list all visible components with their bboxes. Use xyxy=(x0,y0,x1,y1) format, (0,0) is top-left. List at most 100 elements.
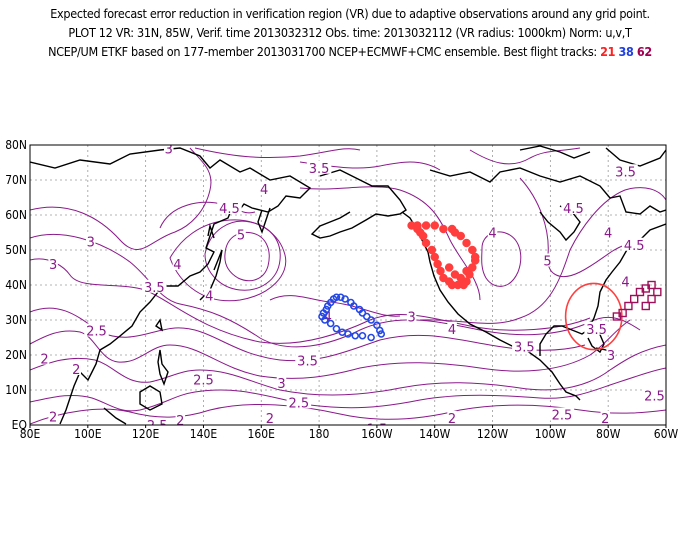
contour-label: 4.5 xyxy=(563,202,584,217)
lat-tick-label: 60N xyxy=(5,208,27,222)
contour-label-bg xyxy=(175,412,186,425)
contour-label-bg xyxy=(172,257,183,270)
contour-line xyxy=(30,307,586,362)
contour-label-bg xyxy=(295,353,320,367)
contour-label-bg xyxy=(621,237,647,251)
contour-line xyxy=(194,147,361,159)
lat-tick-label: 30N xyxy=(5,313,27,327)
contour-label-bg xyxy=(447,321,457,335)
contour-label-bg xyxy=(542,253,553,267)
contour-line xyxy=(30,367,666,412)
contour-label-bg xyxy=(236,227,246,241)
blue-track-point xyxy=(358,331,367,340)
lon-tick-label: 100E xyxy=(74,427,102,441)
map-frame xyxy=(29,144,667,426)
contour-label: 4 xyxy=(173,258,181,273)
arctic-islands-coast xyxy=(519,145,591,159)
lon-tick-label: 140W xyxy=(419,427,451,441)
red-track-point xyxy=(468,245,477,255)
sakhalin-coast xyxy=(207,223,215,239)
blue-track-point xyxy=(367,333,375,342)
red-track-point xyxy=(447,224,457,234)
header-line-1: Expected forecast error reduction in ver… xyxy=(50,6,650,21)
graticule xyxy=(30,145,666,425)
contour-line xyxy=(204,220,281,291)
contour-label: 3 xyxy=(277,377,285,392)
contour-line xyxy=(30,404,666,425)
plot-header: Expected forecast error reduction in ver… xyxy=(0,4,700,61)
borneo-coast xyxy=(139,385,163,411)
contour-label-bg xyxy=(164,145,174,155)
blue-track-point xyxy=(332,324,341,333)
red-track-point xyxy=(462,266,471,276)
contour-label: 5 xyxy=(543,255,551,270)
contour-label-bg xyxy=(142,279,167,293)
contour-label: 4 xyxy=(604,227,612,242)
contour-label: 3 xyxy=(87,235,95,250)
contour-label: 2.5 xyxy=(193,374,214,389)
contour-label: 4.5 xyxy=(219,202,240,217)
contour-label-bg xyxy=(265,411,275,424)
contour-label: 3 xyxy=(165,143,173,158)
contour-lines xyxy=(30,147,666,425)
blue-track-point xyxy=(322,305,331,314)
red-track-point xyxy=(439,224,448,234)
lat-tick-label: EQ xyxy=(12,418,27,432)
contour-label: 3 xyxy=(407,311,415,326)
contour-label-bg xyxy=(204,288,214,302)
contour-label-bg xyxy=(620,274,631,288)
purple-track-point xyxy=(653,287,662,297)
track-red-count: 21 xyxy=(600,44,616,59)
contour-label-bg xyxy=(85,234,96,248)
contour-label: 4 xyxy=(205,290,213,305)
contour-label-bg xyxy=(561,201,586,214)
contour-label: 3.5 xyxy=(297,354,318,369)
contour-label: 2 xyxy=(49,410,57,425)
blue-track-point xyxy=(351,331,360,340)
contour-label-bg xyxy=(487,225,498,239)
lon-tick-label: 180 xyxy=(309,427,330,441)
contour-label-bg xyxy=(642,388,666,402)
blue-track-point xyxy=(336,293,345,302)
contour-label-bg xyxy=(600,411,611,424)
contour-label: 2.5 xyxy=(552,409,573,424)
contour-label: 2 xyxy=(176,414,184,429)
blue-track-point xyxy=(332,293,341,302)
blue-track-point xyxy=(375,326,384,335)
contour-label: 3.5 xyxy=(586,323,607,338)
contour-label: 2 xyxy=(72,363,80,378)
lat-tick-label: 50N xyxy=(5,243,27,257)
contour-line xyxy=(224,231,270,282)
contour-line xyxy=(30,147,212,250)
purple-track-point xyxy=(624,301,633,311)
contour-label-bg xyxy=(286,395,312,409)
lat-tick-label: 40N xyxy=(5,278,27,292)
blue-track-point xyxy=(349,302,358,310)
blue-track-point xyxy=(321,316,329,324)
track-purple-count: 62 xyxy=(636,44,652,59)
red-track-point xyxy=(413,221,422,230)
blue-track-point xyxy=(338,328,347,337)
contour-label: 3.5 xyxy=(144,281,165,296)
contour-label: 2 xyxy=(448,412,456,427)
contour-label-bg xyxy=(71,362,82,375)
alaska-coast xyxy=(310,169,407,239)
contour-line xyxy=(419,187,666,324)
blue-track-point xyxy=(377,330,386,338)
contour-label-bg xyxy=(512,339,537,353)
gulf-coast xyxy=(587,329,605,354)
lon-tick-label: 120E xyxy=(132,427,160,441)
contour-label-bg xyxy=(84,323,109,337)
track-blue-count: 38 xyxy=(618,44,634,59)
contour-label: 3 xyxy=(607,349,615,364)
kamchatka-coast xyxy=(257,207,271,235)
contour-label: 2 xyxy=(266,412,274,427)
asia-coast xyxy=(30,147,312,425)
contour-line xyxy=(30,344,666,396)
lon-tick-label: 80W xyxy=(596,427,621,441)
contour-label: 2.5 xyxy=(644,389,665,404)
red-track-point xyxy=(462,238,471,248)
longitude-labels: 80E 100E 120E 140E 160E 180 160W 140W 120W 100W 80… xyxy=(20,425,679,441)
contour-label-bg xyxy=(48,257,58,270)
